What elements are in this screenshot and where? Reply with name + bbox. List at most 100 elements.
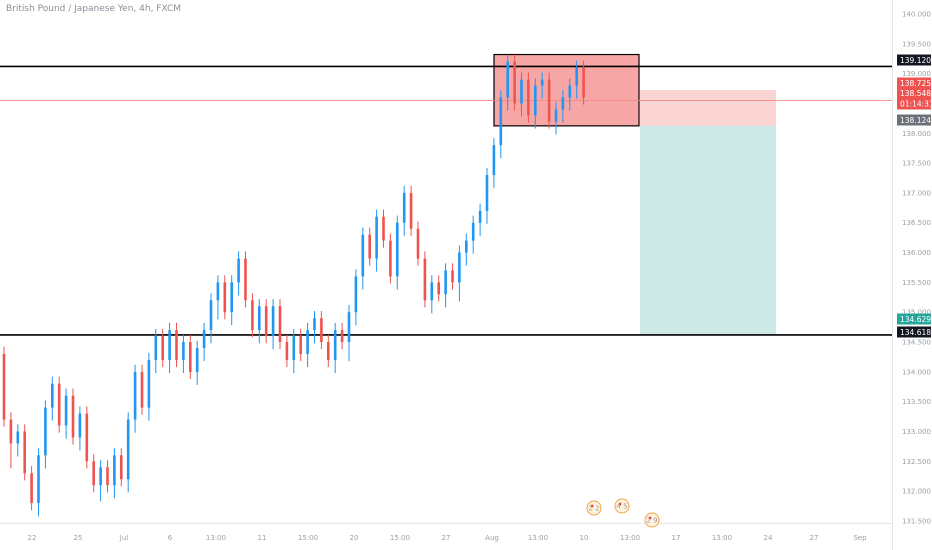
candle-body xyxy=(396,222,399,277)
candle-body xyxy=(416,228,420,259)
candle-body xyxy=(389,240,392,277)
candle-body xyxy=(368,234,371,259)
candle-body xyxy=(485,175,489,211)
candle-body xyxy=(520,79,523,104)
candle-body xyxy=(527,79,530,116)
candle-body xyxy=(320,318,323,343)
candle-body xyxy=(154,336,158,360)
candle-body xyxy=(244,258,247,301)
candle-body xyxy=(230,282,233,313)
candle-body xyxy=(292,336,296,360)
candle-body xyxy=(264,306,268,337)
candle-body xyxy=(430,282,434,301)
candle-body xyxy=(120,455,123,480)
price-tag-label: 138.124 xyxy=(900,116,931,125)
price-tag-bg xyxy=(897,54,931,66)
candle-body xyxy=(582,67,585,98)
candle-body xyxy=(492,145,496,176)
candle-body xyxy=(99,467,102,486)
candle-body xyxy=(92,461,95,486)
event-dot xyxy=(590,504,594,508)
candle-body xyxy=(258,306,261,331)
candle-body xyxy=(451,270,454,283)
candle-body xyxy=(209,300,213,331)
x-tick-label: Aug xyxy=(485,534,499,542)
candle-body xyxy=(306,330,309,354)
candle-body xyxy=(568,85,572,98)
candle-body xyxy=(78,413,82,438)
y-tick-label: 132.000 xyxy=(902,488,931,496)
candle-body xyxy=(506,61,509,98)
x-tick-label: 17 xyxy=(672,534,681,542)
candle-body xyxy=(140,371,144,408)
x-tick-label: 22 xyxy=(28,534,37,542)
candle-body xyxy=(437,282,440,295)
take-profit-zone xyxy=(640,125,776,335)
events-layer: 2 2 4 5 2 9 xyxy=(586,498,660,528)
candle-body xyxy=(189,342,192,372)
x-tick-label: 24 xyxy=(764,534,773,542)
y-tick-label: 140.000 xyxy=(902,10,931,18)
candle-body xyxy=(333,330,337,360)
event-marker-icon xyxy=(586,500,602,516)
candle-body xyxy=(554,109,558,122)
candle-body xyxy=(354,276,358,313)
x-tick-label: 13:00 xyxy=(712,534,732,542)
candle-body xyxy=(113,455,116,486)
x-tick-label: 27 xyxy=(442,534,451,542)
candle-body xyxy=(313,318,316,331)
y-tick-label: 136.000 xyxy=(902,249,931,257)
x-tick-label: 11 xyxy=(258,534,267,542)
candle-body xyxy=(64,395,68,426)
candle-body xyxy=(202,330,206,348)
event-marker-icon xyxy=(644,512,660,528)
candle-body xyxy=(147,359,151,408)
candle-body xyxy=(458,252,461,283)
candle-body xyxy=(327,342,330,360)
candle-body xyxy=(299,336,302,354)
event-marker-icon xyxy=(614,498,630,514)
candle-body xyxy=(478,210,482,223)
price-tag-label: 139.120 xyxy=(900,56,931,65)
candle-body xyxy=(216,282,220,301)
price-tag-label: 134.629 xyxy=(900,315,931,324)
candle-body xyxy=(285,342,289,360)
price-tag-label: 138.548 xyxy=(900,89,931,98)
x-tick-label: 27 xyxy=(810,534,819,542)
y-tick-label: 134.000 xyxy=(902,368,931,376)
y-tick-label: 136.500 xyxy=(902,219,931,227)
event-dot xyxy=(618,502,622,506)
y-tick-label: 137.500 xyxy=(902,160,931,168)
symbol-title: British Pound / Japanese Yen, 4h, FXCM xyxy=(6,4,182,14)
x-tick-label: 6 xyxy=(168,534,173,542)
event-dot xyxy=(648,516,652,520)
x-tick-label: 15:00 xyxy=(390,534,410,542)
levels-layer xyxy=(0,65,892,336)
candle-body xyxy=(168,330,171,360)
x-tick-label: 13:00 xyxy=(620,534,640,542)
event-label: 4 5 xyxy=(616,503,627,511)
candle-body xyxy=(106,467,109,486)
candle-body xyxy=(57,383,61,426)
event-label: 2 2 xyxy=(588,505,599,513)
candle-body xyxy=(340,330,344,343)
candle-body xyxy=(465,240,468,253)
candle-body xyxy=(2,353,6,420)
candle-body xyxy=(361,234,365,277)
y-tick-label: 131.500 xyxy=(902,517,931,525)
candle-body xyxy=(409,192,413,229)
candle-body xyxy=(540,79,544,86)
x-tick-label: Sep xyxy=(853,534,867,542)
price-tag-label: 138.725 xyxy=(900,79,931,88)
candle-body xyxy=(375,216,378,259)
x-tick-label: 13:00 xyxy=(206,534,226,542)
price-tag-bg xyxy=(897,326,931,338)
candle-body xyxy=(547,79,551,122)
candle-body xyxy=(30,473,33,504)
time-axis[interactable]: 22 25 Jul 6 13:00 11 15:00 20 15:00 27 Aug 13:00 10 1… xyxy=(28,534,868,542)
y-tick-label: 132.500 xyxy=(902,458,931,466)
candle-body xyxy=(175,330,178,360)
candle-body xyxy=(471,222,475,241)
candle-body xyxy=(126,419,130,480)
